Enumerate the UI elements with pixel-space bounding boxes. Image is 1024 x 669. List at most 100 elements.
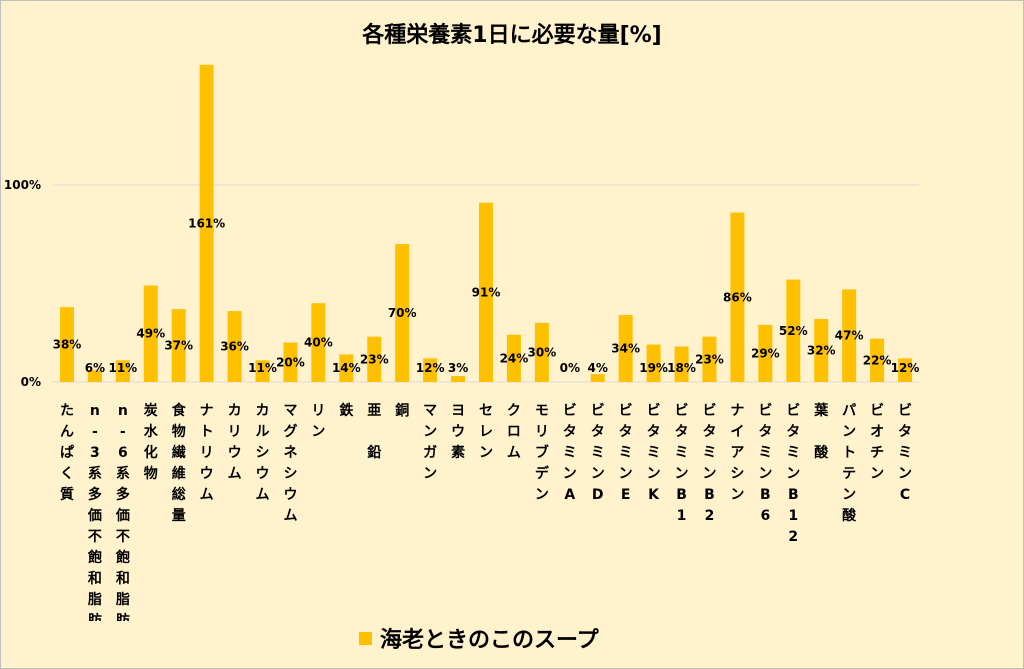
plot-area: 0% 100% 38% たんぱく質 6% n-3系多価不飽和脂肪酸 11% n-6系多価不飽和… [4, 64, 920, 621]
category-label: マンガン [423, 403, 437, 482]
bar [451, 376, 466, 382]
data-label: 20% [276, 355, 305, 369]
bar [814, 318, 829, 382]
data-label: 18% [667, 361, 696, 375]
category-label: 銅 [395, 402, 409, 419]
data-label: 30% [528, 345, 557, 359]
category-label: ナトリウム [200, 403, 214, 503]
bar [339, 354, 354, 382]
data-label: 24% [500, 351, 529, 365]
category-label: ビタミン B 1 [675, 403, 689, 524]
category-label: 葉 酸 [813, 402, 829, 461]
data-label: 36% [220, 340, 249, 354]
category-label: 炭水化物 [144, 402, 159, 482]
data-label: 0% [560, 361, 580, 375]
bar [674, 346, 689, 382]
category-label: ビタミン K [647, 403, 661, 503]
y-tick-label: 100% [4, 178, 41, 192]
data-label: 3% [448, 361, 468, 375]
category-label: ビタミン B 2 [702, 403, 716, 524]
category-label: カルシウム [256, 403, 270, 503]
bar [618, 315, 633, 382]
data-label: 12% [891, 361, 920, 375]
data-label: 40% [304, 336, 333, 350]
category-label: n-3系多価不飽和脂肪酸 [87, 403, 103, 621]
category-label: ナイアシン [730, 403, 744, 503]
bar [479, 202, 493, 382]
data-label: 4% [588, 361, 608, 375]
bar [255, 360, 270, 382]
bar [87, 370, 102, 382]
bar [423, 358, 438, 382]
data-label: 34% [611, 342, 640, 356]
category-label: リン [311, 403, 325, 440]
bar [702, 336, 717, 382]
data-label: 49% [136, 327, 165, 341]
data-label: 37% [164, 339, 193, 353]
bar [786, 279, 801, 382]
data-label: 6% [85, 361, 105, 375]
bar [59, 307, 74, 382]
category-label: マグネシウム [283, 403, 297, 524]
category-label: ビタミン A [563, 403, 577, 503]
bar [283, 342, 298, 382]
category-label: ヨウ素 [451, 403, 465, 461]
bar [870, 338, 885, 382]
category-label: ビタミン E [619, 403, 633, 503]
category-label: n-6系多価不飽和脂肪酸 [115, 403, 131, 621]
category-label: カリウム [228, 403, 242, 482]
data-label: 12% [416, 361, 445, 375]
bar [730, 212, 745, 382]
bar [367, 336, 382, 382]
data-label: 70% [388, 306, 417, 320]
category-label: パントテン酸 [842, 403, 857, 524]
bar [115, 360, 130, 382]
data-label: 161% [188, 216, 225, 230]
bar [898, 358, 913, 382]
bar [227, 311, 242, 382]
category-label: ビタミン B 1 2 [786, 403, 800, 545]
bar [199, 64, 214, 382]
bar [590, 374, 605, 382]
data-label: 23% [360, 352, 389, 366]
bar [395, 244, 410, 382]
bar [143, 285, 158, 382]
data-label: 47% [835, 329, 864, 343]
category-label: ビタミン B 6 [758, 403, 772, 524]
data-label: 86% [723, 290, 752, 304]
data-label: 23% [695, 352, 724, 366]
chart-title: 各種栄養素1日に必要な量[%] [362, 23, 662, 48]
data-label: 32% [807, 343, 836, 357]
category-label: ビタミン C [898, 403, 912, 503]
category-label: 亜 鉛 [367, 403, 381, 461]
data-label: 11% [248, 361, 277, 375]
data-label: 38% [53, 338, 82, 352]
category-label: クロム [507, 403, 521, 461]
data-label: 19% [639, 361, 668, 375]
bar [646, 344, 661, 382]
category-label: たんぱく質 [60, 403, 74, 503]
category-label: ビタミン D [591, 403, 605, 503]
data-label: 11% [108, 361, 137, 375]
category-label: モリブデン [535, 403, 550, 503]
category-label: ビオチン [870, 403, 884, 482]
legend-swatch [359, 631, 372, 645]
data-label: 14% [332, 361, 361, 375]
bar [311, 303, 326, 382]
bar [842, 289, 857, 382]
legend: 海老ときのこのスープ [359, 621, 599, 655]
data-label: 29% [751, 346, 780, 360]
category-label: セレン [479, 403, 493, 461]
bar [758, 324, 773, 382]
data-label: 52% [779, 324, 808, 338]
data-label: 91% [472, 285, 501, 299]
category-label: 鉄 [339, 402, 354, 419]
bar [171, 309, 186, 382]
data-label: 22% [863, 353, 892, 367]
legend-label: 海老ときのこのスープ [380, 628, 599, 653]
y-tick-label: 0% [21, 375, 41, 389]
category-label: 食物繊維総量 [172, 402, 187, 524]
bar [506, 334, 521, 382]
bar [534, 322, 549, 382]
